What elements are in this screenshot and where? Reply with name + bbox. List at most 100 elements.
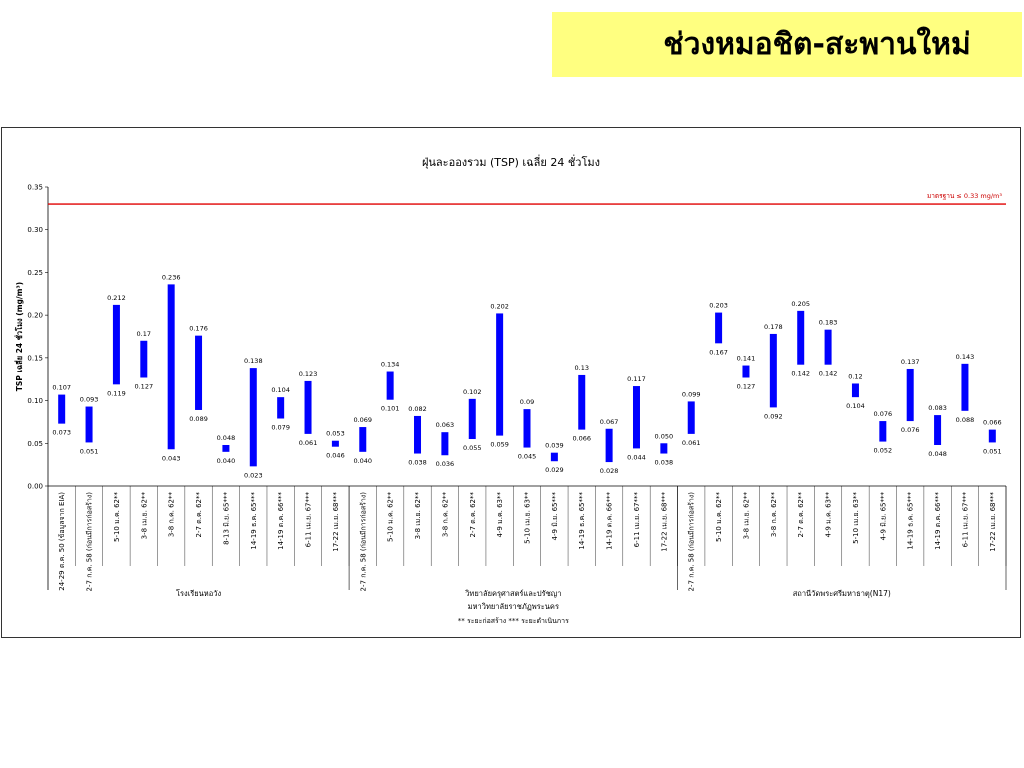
max-value-label: 0.134	[381, 361, 400, 369]
min-value-label: 0.089	[189, 415, 208, 423]
max-value-label: 0.236	[162, 273, 181, 281]
category-label: 17-22 เม.ย. 68***	[332, 492, 340, 552]
max-value-label: 0.069	[353, 416, 372, 424]
footnote: ** ระยะก่อสร้าง *** ระยะดำเนินการ	[458, 617, 569, 625]
y-tick-label: 0.20	[27, 312, 43, 320]
category-label: 8-13 มิ.ย. 65***	[222, 492, 230, 545]
min-value-label: 0.040	[217, 457, 236, 465]
max-value-label: 0.138	[244, 357, 263, 365]
min-value-label: 0.142	[791, 370, 810, 378]
max-value-label: 0.050	[655, 432, 674, 440]
min-value-label: 0.101	[381, 405, 400, 413]
y-tick-label: 0.10	[27, 397, 43, 405]
tsp-chart: ฝุ่นละอองรวม (TSP) เฉลี่ย 24 ชั่วโมง TSP…	[13, 154, 1007, 625]
range-bar	[715, 312, 723, 344]
category-label: 5-10 ม.ค. 62**	[113, 492, 121, 542]
range-bar	[632, 386, 640, 449]
category-label: 6-11 เม.ย. 67***	[305, 492, 313, 548]
range-bar	[797, 310, 805, 365]
range-bar	[441, 432, 449, 456]
range-bar	[660, 443, 668, 454]
range-bar	[277, 397, 285, 419]
slide-title: ช่วงหมอชิต-สะพานใหม่	[663, 27, 971, 62]
max-value-label: 0.083	[928, 404, 947, 412]
y-tick-label: 0.30	[27, 226, 43, 234]
min-value-label: 0.038	[655, 459, 674, 467]
max-value-label: 0.205	[791, 300, 810, 308]
range-bar	[58, 394, 66, 424]
category-label: 6-11 เม.ย. 67***	[633, 492, 641, 548]
max-value-label: 0.12	[848, 372, 862, 380]
range-bar	[769, 333, 777, 408]
category-label: 14-19 ต.ค. 66***	[277, 492, 285, 550]
category-label: 14-19 ธ.ค. 65***	[250, 492, 258, 550]
slide-title-box: ช่วงหมอชิต-สะพานใหม่	[552, 12, 1022, 77]
min-value-label: 0.142	[819, 370, 838, 378]
y-tick-label: 0.05	[27, 440, 43, 448]
min-value-label: 0.028	[600, 467, 619, 475]
range-bar	[304, 380, 312, 434]
min-value-label: 0.079	[271, 424, 290, 432]
range-bar	[331, 440, 339, 447]
max-value-label: 0.141	[737, 355, 756, 363]
group-label: วิทยาลัยครุศาสตร์และปรัชญา	[464, 589, 561, 598]
min-value-label: 0.051	[983, 447, 1002, 455]
min-value-label: 0.092	[764, 412, 783, 420]
min-value-label: 0.059	[490, 441, 509, 449]
y-tick-label: 0.00	[27, 483, 43, 491]
max-value-label: 0.143	[956, 353, 975, 361]
range-bar	[988, 429, 996, 443]
min-value-label: 0.061	[682, 439, 701, 447]
category-label: 2-7 ก.ค. 58 (ก่อนมีการก่อสร้าง)	[688, 492, 696, 592]
min-value-label: 0.036	[436, 460, 455, 468]
max-value-label: 0.09	[520, 398, 534, 406]
category-label: 5-10 ม.ค. 62**	[715, 492, 723, 542]
range-bar	[934, 415, 942, 445]
range-bar	[414, 415, 422, 454]
range-bar	[468, 398, 476, 440]
max-value-label: 0.212	[107, 294, 126, 302]
range-bar	[851, 383, 859, 398]
min-value-label: 0.051	[80, 447, 99, 455]
category-label: 3-8 เม.ย. 62**	[140, 492, 148, 540]
range-bar	[167, 284, 175, 450]
range-bar	[359, 427, 367, 452]
category-label: 4-9 ม.ค. 63**	[496, 492, 504, 538]
min-value-label: 0.066	[572, 435, 591, 443]
max-value-label: 0.066	[983, 419, 1002, 427]
max-value-label: 0.063	[436, 421, 455, 429]
category-label: 14-19 ต.ค. 66***	[606, 492, 614, 550]
category-label: 3-8 เม.ย. 62**	[742, 492, 750, 540]
min-value-label: 0.043	[162, 454, 181, 462]
min-value-label: 0.073	[52, 429, 71, 437]
category-label: 5-10 เม.ย. 63**	[852, 492, 860, 544]
max-value-label: 0.048	[217, 434, 236, 442]
category-label: 3-8 ก.ค. 62**	[168, 492, 176, 538]
category-label: 14-19 ธ.ค. 65***	[578, 492, 586, 550]
max-value-label: 0.099	[682, 390, 701, 398]
category-label: 14-19 ธ.ค. 65***	[907, 492, 915, 550]
group-label: โรงเรียนหอวัง	[176, 589, 221, 598]
category-label: 24-29 ต.ค. 50 (ข้อมูลจาก EIA)	[58, 492, 66, 591]
range-bar	[550, 452, 558, 462]
min-value-label: 0.038	[408, 459, 427, 467]
min-value-label: 0.023	[244, 471, 263, 479]
min-value-label: 0.046	[326, 452, 345, 460]
category-label: 5-10 ม.ค. 62**	[387, 492, 395, 542]
max-value-label: 0.203	[709, 302, 728, 310]
max-value-label: 0.104	[271, 386, 290, 394]
max-value-label: 0.093	[80, 396, 99, 404]
min-value-label: 0.048	[928, 450, 947, 458]
group-label: มหาวิทยาลัยราชภัฏพระนคร	[468, 602, 559, 611]
max-value-label: 0.039	[545, 442, 564, 450]
range-bar	[906, 368, 914, 422]
max-value-label: 0.102	[463, 388, 482, 396]
min-value-label: 0.127	[737, 383, 756, 391]
min-value-label: 0.052	[874, 447, 893, 455]
min-value-label: 0.045	[518, 453, 537, 461]
max-value-label: 0.067	[600, 418, 619, 426]
max-value-label: 0.082	[408, 405, 427, 413]
range-bar	[496, 313, 504, 436]
range-bar	[605, 428, 613, 463]
category-label: 3-8 ก.ค. 62**	[441, 492, 449, 538]
